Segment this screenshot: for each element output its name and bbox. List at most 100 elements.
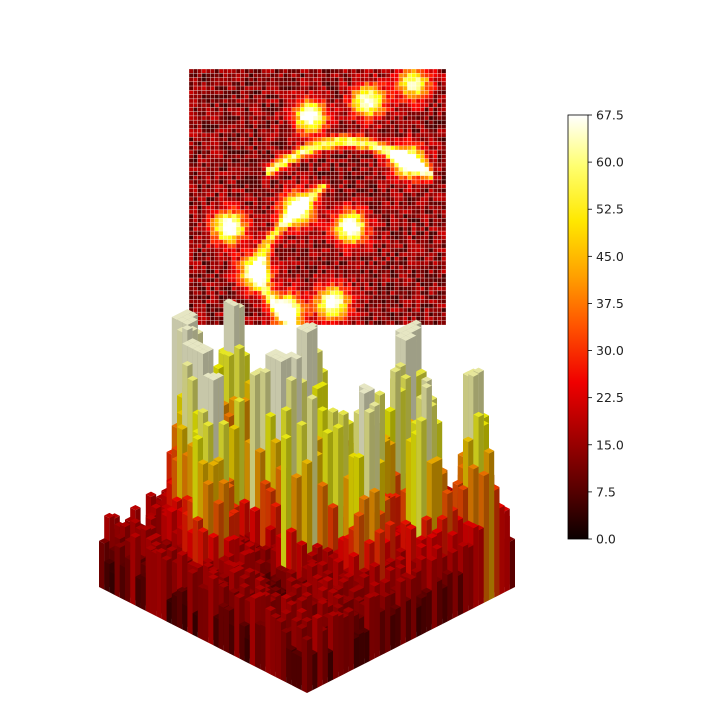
heatmap-cell xyxy=(381,115,387,121)
heatmap-cell xyxy=(407,98,412,104)
heatmap-cell xyxy=(381,269,387,275)
heatmap-cell xyxy=(360,73,365,78)
heatmap-cell xyxy=(214,311,220,317)
heatmap-cell xyxy=(231,260,237,266)
heatmap-cell xyxy=(278,68,284,74)
heatmap-cell xyxy=(308,316,314,321)
heatmap-cell xyxy=(244,196,250,202)
heatmap-cell xyxy=(214,320,220,326)
heatmap-cell xyxy=(218,256,224,262)
heatmap-cell xyxy=(325,307,331,313)
heatmap-cell xyxy=(257,175,263,181)
heatmap-cell xyxy=(235,230,241,236)
heatmap-cell xyxy=(390,94,395,100)
heatmap-cell xyxy=(274,77,280,83)
heatmap-cell xyxy=(415,102,421,108)
heatmap-cell xyxy=(377,209,383,215)
heatmap-cell xyxy=(381,235,387,240)
heatmap-cell xyxy=(205,303,211,309)
heatmap-cell xyxy=(347,201,353,206)
heatmap-cell xyxy=(300,115,305,121)
heatmap-cell xyxy=(398,188,404,193)
heatmap-cell xyxy=(244,73,250,78)
heatmap-cell xyxy=(428,73,434,78)
heatmap-cell xyxy=(321,137,327,142)
heatmap-cell xyxy=(317,162,323,168)
heatmap-cell xyxy=(253,213,258,219)
heatmap-cell xyxy=(291,162,297,168)
bar-top-face xyxy=(239,397,250,403)
heatmap-cell xyxy=(312,158,318,164)
heatmap-cell xyxy=(214,222,220,228)
heatmap-cell xyxy=(248,213,254,219)
heatmap-cell xyxy=(321,290,327,296)
heatmap-cell xyxy=(188,154,194,159)
heatmap-cell xyxy=(201,119,207,125)
heatmap-cell xyxy=(420,277,425,283)
heatmap-cell xyxy=(295,141,301,147)
heatmap-cell xyxy=(355,90,361,95)
heatmap-cell xyxy=(278,85,284,91)
heatmap-cell xyxy=(321,269,327,275)
heatmap-cell xyxy=(295,243,301,249)
heatmap-cell xyxy=(291,94,297,100)
heatmap-cell xyxy=(432,213,438,219)
heatmap-cell xyxy=(218,166,224,172)
heatmap-cell xyxy=(360,68,365,74)
heatmap-cell xyxy=(437,107,442,112)
heatmap-cell xyxy=(398,90,404,95)
heatmap-cell xyxy=(278,175,284,181)
heatmap-cell xyxy=(193,179,198,185)
heatmap-cell xyxy=(248,265,254,270)
heatmap-cell xyxy=(248,166,254,172)
heatmap-cell xyxy=(325,213,331,219)
heatmap-cell xyxy=(231,196,237,202)
heatmap-cell xyxy=(223,90,228,95)
heatmap-cell xyxy=(308,307,314,313)
heatmap-cell xyxy=(240,158,245,164)
heatmap-cell xyxy=(428,149,434,155)
heatmap-cell xyxy=(265,213,271,219)
heatmap-cell xyxy=(407,171,412,176)
heatmap-cell xyxy=(342,247,348,253)
heatmap-cell xyxy=(360,218,365,223)
heatmap-cell xyxy=(261,115,267,121)
heatmap-cell xyxy=(210,230,215,236)
heatmap-cell xyxy=(274,201,280,206)
heatmap-cell xyxy=(360,162,365,168)
heatmap-cell xyxy=(227,162,233,168)
heatmap-cell xyxy=(394,124,400,129)
heatmap-cell xyxy=(325,235,331,240)
bar-top-face xyxy=(223,412,235,418)
heatmap-cell xyxy=(364,239,370,245)
heatmap-cell xyxy=(287,107,293,112)
heatmap-cell xyxy=(342,119,348,125)
heatmap-cell xyxy=(394,282,400,287)
heatmap-cell xyxy=(278,290,284,296)
heatmap-cell xyxy=(355,205,361,211)
heatmap-cell xyxy=(253,81,258,87)
heatmap-cell xyxy=(420,201,425,206)
heatmap-cell xyxy=(390,111,395,117)
heatmap-cell xyxy=(407,290,412,296)
heatmap-cell xyxy=(381,239,387,245)
heatmap-cell xyxy=(291,179,297,185)
heatmap-cell xyxy=(218,145,224,151)
heatmap-cell xyxy=(377,98,383,104)
heatmap-cell xyxy=(364,260,370,266)
heatmap-cell xyxy=(428,290,434,296)
heatmap-cell xyxy=(355,299,361,304)
heatmap-cell xyxy=(304,243,310,249)
heatmap-cell xyxy=(248,119,254,125)
heatmap-cell xyxy=(398,154,404,159)
heatmap-cell xyxy=(385,299,391,304)
heatmap-cell xyxy=(304,299,310,304)
heatmap-cell xyxy=(325,175,331,181)
heatmap-cell xyxy=(244,311,250,317)
heatmap-cell xyxy=(193,73,198,78)
heatmap-cell xyxy=(437,81,442,87)
heatmap-cell xyxy=(312,102,318,108)
heatmap-cell xyxy=(407,273,412,279)
heatmap-cell xyxy=(282,81,288,87)
heatmap-cell xyxy=(381,307,387,313)
